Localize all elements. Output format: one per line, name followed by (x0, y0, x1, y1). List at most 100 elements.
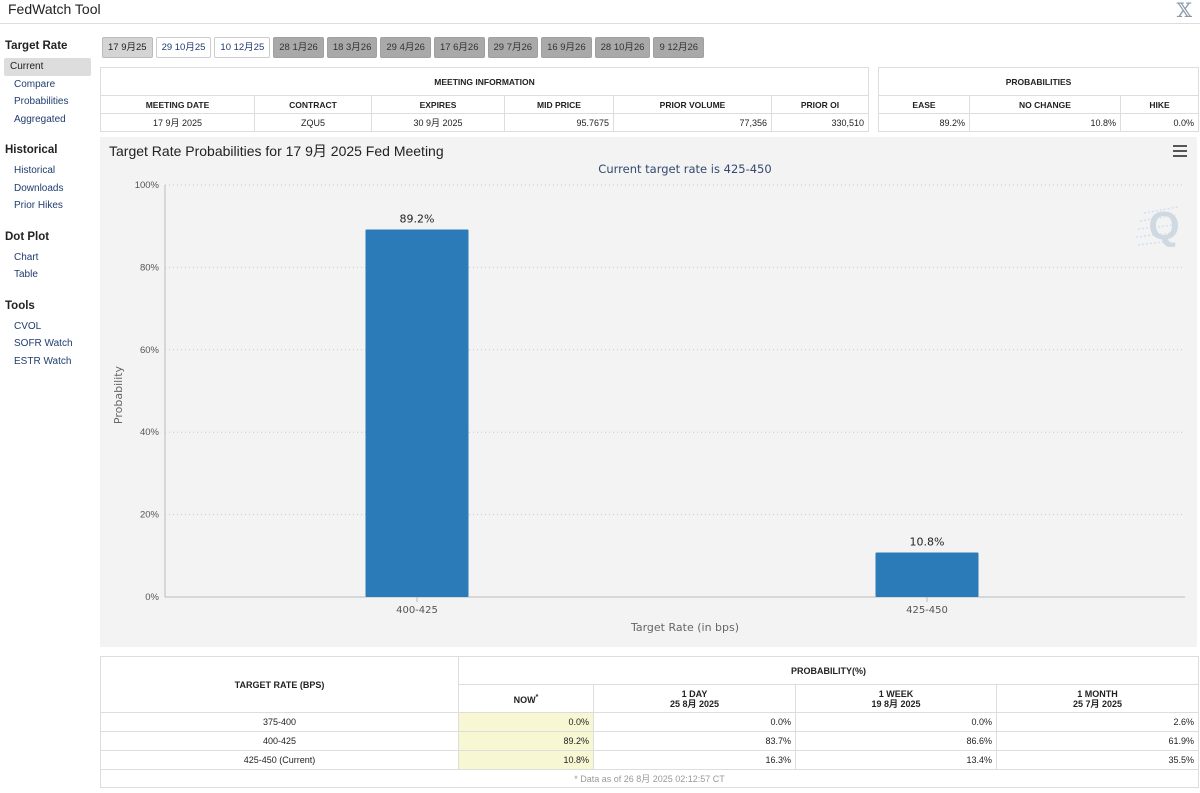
period-column-header: 1 MONTH 25 7月 2025 (996, 684, 1199, 713)
watermark-stroke (1143, 206, 1179, 214)
sidebar-item-table[interactable]: Table (14, 269, 38, 280)
col-prior-oi: PRIOR OI (770, 95, 870, 114)
sidebar-item-compare[interactable]: Compare (14, 78, 56, 90)
target-rate-cell: 375-400 (100, 712, 459, 732)
col-prior-volume: PRIOR VOLUME (613, 95, 772, 114)
x-axis-title: Target Rate (in bps) (630, 621, 739, 634)
app-title: FedWatch Tool (8, 1, 101, 17)
prior-oi-value: 330,510 (770, 113, 870, 132)
period-label: 1 WEEK (878, 688, 914, 699)
sidebar-heading: Historical (5, 144, 58, 156)
col-hike: HIKE (1119, 95, 1200, 114)
sidebar-section: Target Rate Current Compare Probabilities Ag… (0, 34, 95, 128)
probability-cell: 16.3% (593, 750, 796, 770)
chart-panel: 0% 20% 40% 60% 80% 100% Current target rate is… (100, 137, 1197, 647)
x-tick-label: 425-450 (906, 605, 948, 616)
watermark-stroke (1137, 240, 1171, 246)
period-date: 25 7月 2025 (1072, 698, 1123, 709)
probability-chart: 0% 20% 40% 60% 80% 100% Current target rate is… (112, 162, 1185, 634)
meeting-tab[interactable]: 28 10月26 (594, 37, 651, 58)
meeting-tab[interactable]: 17 9月25 (102, 37, 153, 58)
period-label: 1 MONTH (1077, 688, 1118, 699)
data-timestamp-footnote: * Data as of 26 8月 2025 02:12:57 CT (100, 769, 1199, 788)
y-tick-label: 60% (140, 345, 160, 356)
meeting-info-header: MEETING INFORMATION (99, 67, 870, 96)
ease-value: 89.2% (878, 113, 970, 132)
sidebar: Target Rate Current Compare Probabilities Ag… (0, 34, 95, 380)
probability-cell: 61.9% (996, 731, 1199, 751)
meeting-tab[interactable]: 29 4月26 (380, 37, 431, 58)
sidebar-item-chart[interactable]: Chart (14, 251, 39, 263)
sidebar-item-current[interactable]: Current (4, 58, 91, 76)
period-column-header: 1 DAY 25 8月 2025 (593, 684, 796, 713)
chart-subtitle: Current target rate is 425-450 (598, 162, 771, 176)
target-rate-cell: 425-450 (Current) (100, 750, 459, 770)
sidebar-item-sofr-watch[interactable]: SOFR Watch (14, 338, 73, 349)
mid-price-value: 95.7675 (504, 113, 614, 132)
close-icon[interactable]: 𝕏 (1176, 0, 1192, 22)
period-column-header: 1 WEEK 19 8月 2025 (795, 684, 997, 713)
probability-header: PROBABILITY(%) (458, 656, 1199, 685)
meeting-tab[interactable]: 18 3月26 (326, 37, 378, 58)
watermark-logo: Q (1148, 204, 1179, 248)
sidebar-item-aggregated[interactable]: Aggregated (14, 113, 66, 125)
period-date: 25 8月 2025 (669, 698, 720, 709)
sidebar-item-prior-hikes[interactable]: Prior Hikes (14, 200, 63, 211)
y-tick-label: 40% (140, 427, 160, 438)
probability-cell: 89.2% (458, 731, 594, 751)
probability-cell: 86.6% (795, 731, 997, 751)
probability-cell: 2.6% (996, 712, 1199, 732)
col-expires: EXPIRES (371, 95, 505, 114)
sidebar-item-estr-watch[interactable]: ESTR Watch (14, 355, 72, 367)
period-label: 1 DAY (681, 688, 708, 699)
sidebar-item-cvol[interactable]: CVOL (14, 320, 42, 332)
col-meeting-date: MEETING DATE (100, 95, 255, 114)
expires-value: 30 9月 2025 (371, 113, 505, 132)
meeting-tab[interactable]: 9 12月26 (653, 37, 705, 58)
period-label: NOW (513, 694, 536, 705)
period-column-header: NOW* (458, 684, 594, 713)
bar-425-450 (875, 552, 979, 597)
chart-menu-icon[interactable] (1173, 145, 1187, 157)
period-date: 19 8月 2025 (871, 698, 921, 709)
hike-value: 0.0% (1119, 113, 1200, 132)
probabilities-table: PROBABILITIES EASE NO CHANGE HIKE 89.2% … (877, 67, 1200, 132)
sidebar-item-probabilities[interactable]: Probabilities (14, 96, 69, 107)
probability-cell: 0.0% (458, 712, 594, 732)
meeting-tab[interactable]: 29 10月25 (155, 37, 212, 58)
x-tick-label: 400-425 (396, 605, 438, 616)
meeting-info-table: MEETING INFORMATION MEETING DATE CONTRAC… (99, 67, 870, 132)
meeting-tab[interactable]: 28 1月26 (273, 37, 324, 58)
title-bar: FedWatch Tool 𝕏 (0, 0, 1200, 24)
meeting-tab[interactable]: 16 9月26 (541, 37, 592, 58)
prior-volume-value: 77,356 (613, 113, 772, 132)
meeting-tab[interactable]: 17 6月26 (433, 37, 485, 58)
sidebar-section: Tools CVOL SOFR Watch ESTR Watch (0, 294, 95, 371)
meeting-tabs: 17 9月25 29 10月25 10 12月25 28 1月26 18 3月26 29 … (102, 37, 705, 59)
probability-cell: 13.4% (795, 750, 997, 770)
probabilities-header: PROBABILITIES (877, 67, 1200, 96)
col-no-change: NO CHANGE (969, 95, 1121, 114)
sidebar-section: Historical Historical Downloads Prior Hikes (0, 138, 95, 215)
contract-value: ZQU5 (254, 113, 372, 132)
y-axis-title: Probability (112, 365, 125, 424)
y-tick-label: 100% (135, 180, 160, 191)
target-rate-header: TARGET RATE (BPS) (100, 656, 459, 713)
probability-cell: 83.7% (593, 731, 796, 751)
probability-cell: 35.5% (996, 750, 1199, 770)
sidebar-section: Dot Plot Chart Table (0, 225, 95, 284)
sidebar-item-downloads[interactable]: Downloads (14, 182, 64, 194)
probability-history-table: TARGET RATE (BPS) PROBABILITY(%) NOW* 1 D… (100, 656, 1199, 788)
meeting-tab[interactable]: 29 7月26 (487, 37, 539, 58)
data-label: 10.8% (910, 536, 945, 549)
probability-cell: 10.8% (458, 750, 594, 770)
sidebar-item-historical[interactable]: Historical (14, 165, 56, 176)
probability-cell: 0.0% (593, 712, 796, 732)
sidebar-heading: Dot Plot (5, 230, 50, 243)
y-tick-label: 0% (145, 592, 159, 603)
y-tick-label: 20% (140, 510, 160, 521)
meeting-tab[interactable]: 10 12月25 (214, 37, 271, 58)
footnote-mark: * (535, 693, 539, 701)
sidebar-heading: Target Rate (5, 40, 68, 52)
col-ease: EASE (878, 95, 970, 114)
